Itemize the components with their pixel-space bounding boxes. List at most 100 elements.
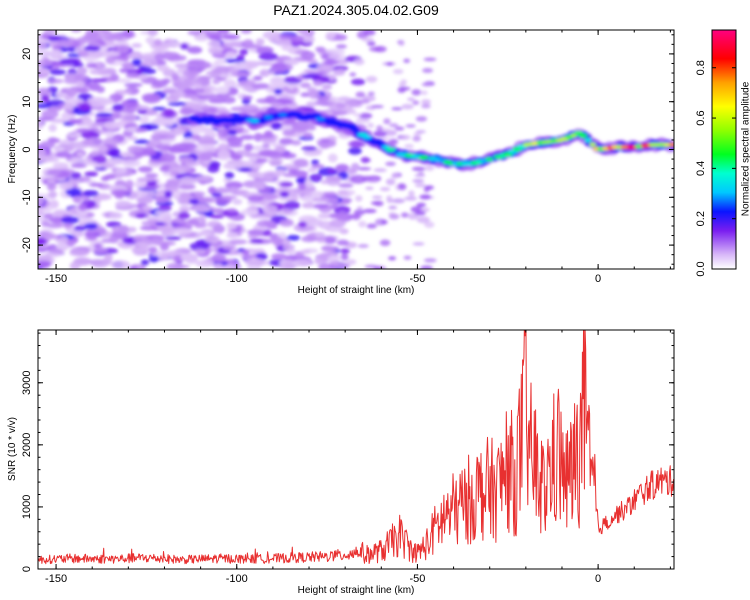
noise-blob [63, 102, 75, 110]
noise-blob [416, 216, 430, 224]
noise-blob [305, 201, 315, 209]
ridge-core [589, 142, 597, 147]
noise-blob [412, 242, 425, 246]
noise-blob [152, 79, 168, 88]
noise-blob [279, 138, 294, 145]
noise-blob [41, 233, 57, 240]
noise-blob [38, 237, 47, 246]
noise-blob [38, 207, 53, 213]
noise-blob [315, 231, 326, 238]
noise-blob [103, 121, 121, 130]
noise-blob [82, 161, 98, 166]
noise-blob [90, 259, 109, 268]
noise-blob [135, 213, 149, 219]
noise-blob [144, 239, 163, 245]
noise-blob [70, 163, 87, 169]
noise-blob [49, 49, 63, 58]
colorbar-ticks: 0.0 0.2 0.4 0.6 0.8 [695, 60, 736, 277]
ridge-core [418, 155, 429, 160]
noise-blob [302, 132, 313, 138]
noise-blob [414, 183, 426, 188]
noise-blob [54, 39, 75, 47]
noise-blob [180, 253, 199, 262]
noise-blob [183, 130, 193, 140]
noise-blob [208, 186, 216, 195]
noise-blob [141, 221, 150, 226]
noise-blob [225, 181, 244, 189]
noise-blob [280, 152, 297, 159]
noise-blob [76, 66, 88, 76]
noise-blob [110, 189, 130, 197]
ridge-core [385, 147, 396, 152]
noise-blob [420, 90, 428, 96]
noise-blob [379, 239, 391, 247]
noise-blob [127, 145, 143, 153]
noise-blob [391, 172, 399, 179]
noise-blob [350, 78, 366, 86]
x-tick-label: -50 [409, 273, 425, 285]
noise-blob [78, 50, 89, 58]
noise-blob [385, 178, 396, 186]
noise-blob [400, 79, 407, 85]
noise-blob [55, 152, 72, 158]
noise-blob [411, 166, 426, 171]
noise-blob [358, 220, 367, 228]
y-tick-label: 1000 [21, 495, 33, 519]
noise-blob [374, 45, 387, 53]
colorbar: 0.0 0.2 0.4 0.6 0.8 Normalized spectral ampl… [695, 29, 750, 277]
noise-blob [244, 257, 265, 267]
noise-blob [227, 129, 237, 135]
noise-blob [86, 137, 103, 146]
y-tick-label: 20 [21, 48, 33, 60]
colorbar-tick-label: 0.8 [695, 60, 707, 75]
noise-blob [366, 223, 377, 229]
noise-blob [241, 249, 250, 255]
noise-blob [71, 230, 85, 237]
noise-blob [53, 209, 69, 215]
noise-blob [318, 95, 330, 102]
noise-blob [251, 145, 265, 152]
noise-blob [38, 121, 44, 130]
noise-blob [284, 200, 301, 210]
noise-blob [332, 34, 348, 41]
noise-blob [329, 204, 339, 210]
noise-blob [214, 187, 232, 194]
noise-blob [136, 177, 156, 182]
noise-blob [125, 179, 134, 189]
noise-blob [388, 256, 397, 261]
noise-blob [201, 127, 215, 132]
noise-blob [323, 60, 339, 65]
noise-blob [154, 53, 165, 61]
noise-blob [86, 63, 98, 68]
noise-blob [307, 167, 318, 173]
noise-blob [90, 150, 101, 157]
noise-blob [356, 99, 371, 104]
noise-blob [333, 205, 351, 215]
noise-blob [187, 46, 203, 54]
noise-blob [131, 247, 145, 254]
noise-blob [253, 182, 266, 191]
noise-blob [325, 175, 343, 183]
x-tick-label: 0 [595, 573, 601, 585]
noise-blob [367, 91, 375, 96]
noise-blob [147, 30, 159, 37]
noise-blob [164, 190, 173, 198]
noise-blob [61, 216, 80, 224]
ridge-core [668, 142, 674, 147]
spectrogram-x-label: Height of straight line (km) [298, 285, 415, 296]
noise-blob [255, 38, 265, 46]
noise-blob [49, 69, 66, 75]
noise-blob [247, 195, 264, 203]
noise-blob [345, 259, 357, 265]
ridge-core [264, 115, 273, 120]
noise-blob [186, 219, 200, 226]
snr-series-line [38, 330, 674, 565]
noise-blob [265, 95, 277, 104]
noise-blob [236, 54, 245, 60]
colorbar-tick-label: 0.4 [695, 161, 707, 176]
noise-blob [367, 122, 375, 128]
noise-blob [175, 55, 187, 61]
noise-blob [392, 68, 404, 75]
ridge-core [485, 157, 494, 162]
